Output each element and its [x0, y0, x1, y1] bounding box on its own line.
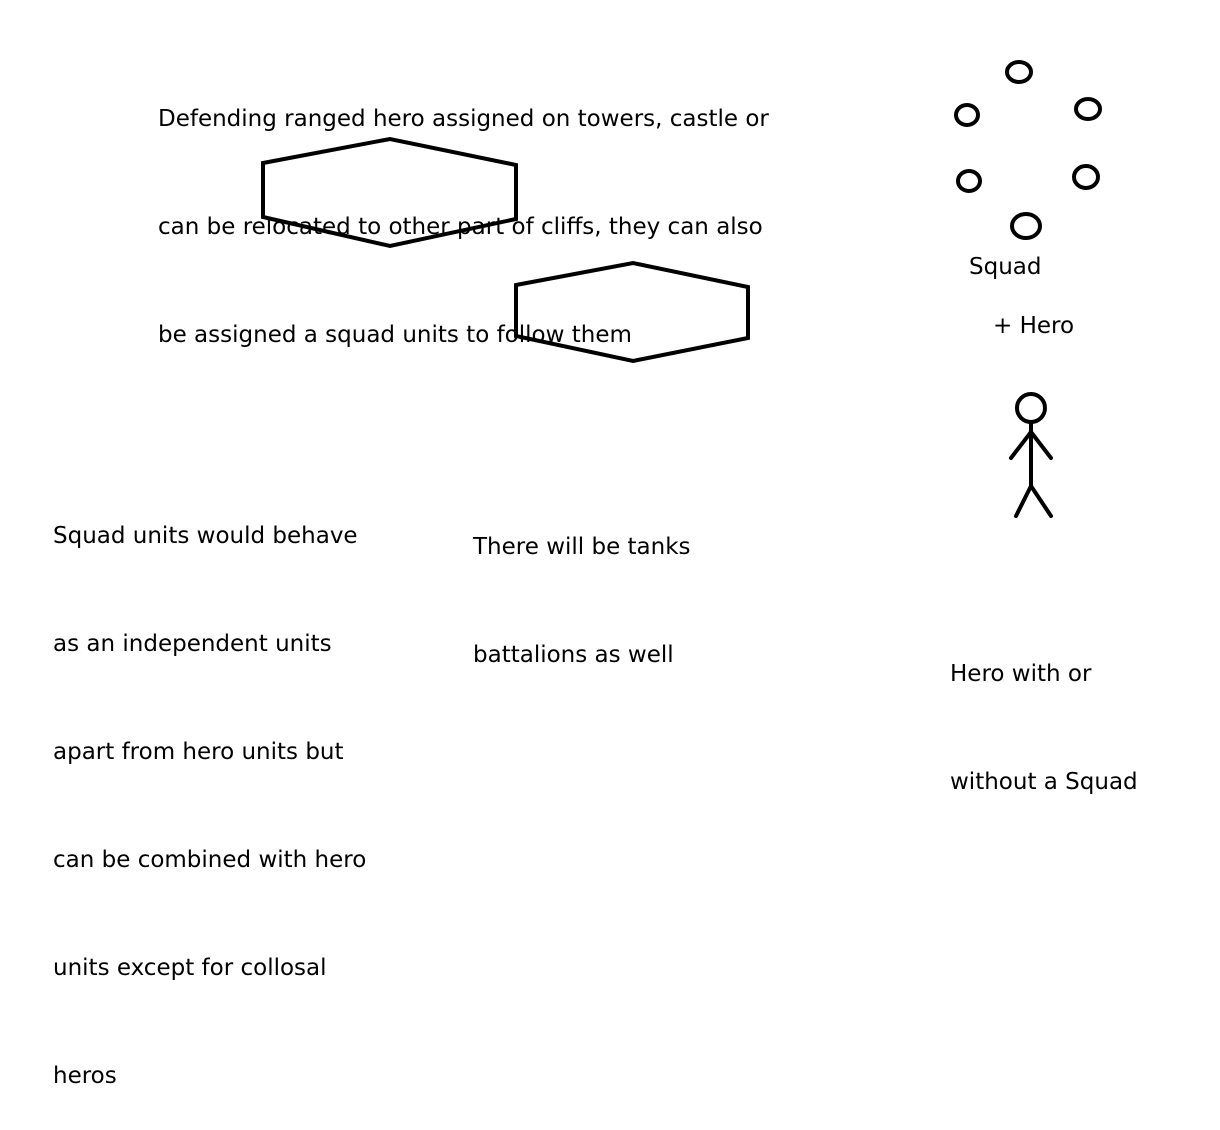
- squad-label: Squad: [969, 254, 1042, 280]
- squad-member-1: [1005, 60, 1033, 84]
- squad-formation: [954, 60, 1102, 240]
- defending-hero-note: Defending ranged hero assigned on towers…: [158, 29, 769, 389]
- hero-head: [1015, 392, 1047, 424]
- hero-squad-note-line-1: Hero with or: [950, 661, 1092, 687]
- squad-units-note: Squad units would behave as an independe…: [53, 446, 366, 1130]
- defending-note-line-1: Defending ranged hero assigned on towers…: [158, 106, 769, 132]
- tanks-note-line-1: There will be tanks: [473, 534, 691, 560]
- squad-member-4: [956, 169, 982, 193]
- squad-note-line-3: apart from hero units but: [53, 739, 344, 765]
- squad-member-5: [1072, 164, 1100, 190]
- squad-note-line-5: units except for collosal: [53, 955, 327, 981]
- squad-note-line-2: as an independent units: [53, 631, 332, 657]
- hero-arm-left: [1009, 430, 1033, 460]
- squad-note-line-4: can be combined with hero: [53, 847, 367, 873]
- squad-note-line-6: heros: [53, 1063, 117, 1089]
- defending-note-line-3: be assigned a squad units to follow them: [158, 322, 632, 348]
- squad-member-2: [954, 103, 980, 127]
- tanks-note: There will be tanks battalions as well: [473, 457, 691, 709]
- plus-hero-label: + Hero: [993, 313, 1075, 339]
- defending-note-line-2: can be relocated to other part of cliffs…: [158, 214, 763, 240]
- hero-squad-note: Hero with or without a Squad: [950, 584, 1138, 836]
- squad-member-6: [1010, 212, 1042, 240]
- hero-leg-right: [1029, 484, 1053, 518]
- squad-note-line-1: Squad units would behave: [53, 523, 358, 549]
- tanks-note-line-2: battalions as well: [473, 642, 674, 668]
- hero-arm-right: [1029, 430, 1053, 460]
- hero-squad-note-line-2: without a Squad: [950, 769, 1138, 795]
- hexagon-shape-2: [514, 260, 750, 364]
- squad-member-3: [1074, 97, 1102, 121]
- hero-leg-left: [1014, 484, 1033, 518]
- hexagon-shape-1: [261, 136, 518, 249]
- diagram-canvas: [261, 60, 1102, 518]
- hero-stick-figure: [1009, 392, 1053, 518]
